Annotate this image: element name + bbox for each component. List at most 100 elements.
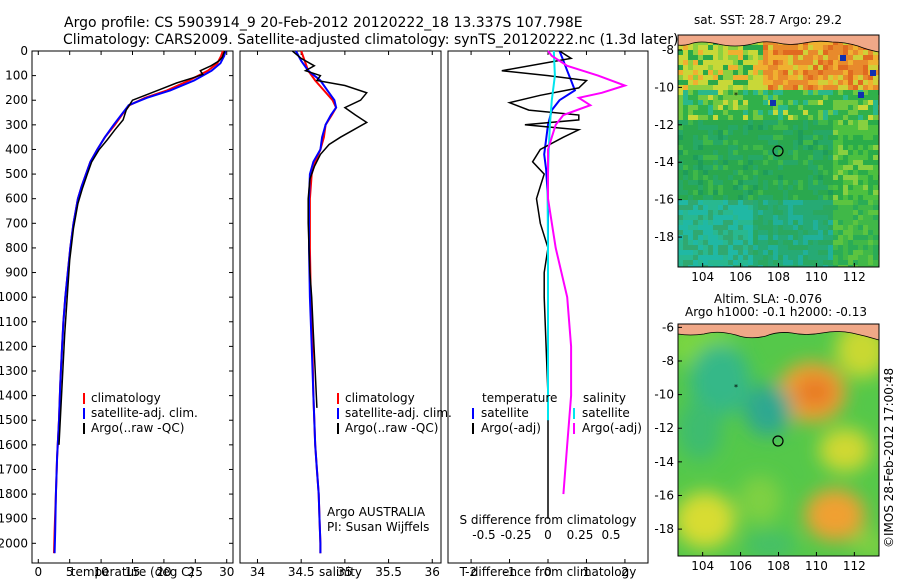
sst-pixel [703,140,708,145]
sst-pixel [758,85,763,90]
sst-pixel [683,65,688,70]
sst-pixel [828,175,833,180]
sst-pixel [848,155,853,160]
sst-pixel [698,65,703,70]
sst-pixel [813,155,818,160]
sst-pixel [843,140,848,145]
sst-pixel [748,195,753,200]
sst-pixel [770,100,776,106]
sst-pixel [768,40,773,45]
sst-pixel [698,40,703,45]
sst-pixel [678,175,683,180]
sst-pixel [733,170,738,175]
sst-pixel [698,195,703,200]
sst-pixel [798,260,803,265]
sst-pixel [768,190,773,195]
sst-pixel [773,175,778,180]
sst-pixel [743,235,748,240]
sst-pixel [693,170,698,175]
sst-pixel [693,55,698,60]
sst-pixel [873,245,878,250]
sst-pixel [718,50,723,55]
sst-pixel [683,220,688,225]
sst-pixel [688,165,693,170]
sst-pixel [853,265,858,267]
sst-pixel [788,110,793,115]
sst-pixel [863,170,868,175]
sst-pixel [828,45,833,50]
temp-x-tick-label: 25 [188,565,203,579]
sst-pixel [843,230,848,235]
sst-pixel [873,215,878,220]
sst-pixel [863,120,868,125]
sst-pixel [738,255,743,260]
sst-pixel [713,65,718,70]
sst-pixel [758,245,763,250]
sst-pixel [728,90,733,95]
sst-pixel [698,130,703,135]
sst-pixel [713,200,718,205]
sst-pixel [828,230,833,235]
sst-y-tick-label: -14 [654,155,674,169]
sst-pixel [833,250,838,255]
sst-pixel [713,140,718,145]
sst-pixel [868,185,873,190]
sst-pixel [723,60,728,65]
sst-pixel [683,170,688,175]
sal-series-argo-raw-qc [291,50,369,408]
sst-pixel [708,60,713,65]
sst-pixel [703,120,708,125]
sst-pixel [743,185,748,190]
sst-pixel [718,225,723,230]
sst-pixel [683,120,688,125]
sst-pixel [818,155,823,160]
sst-pixel [718,55,723,60]
sst-pixel [868,80,873,85]
temp-y-tick-label: 800 [5,241,28,255]
sst-pixel [708,175,713,180]
sst-pixel [858,70,863,75]
sst-pixel [788,80,793,85]
sst-pixel [813,105,818,110]
sst-pixel [683,235,688,240]
sst-pixel [698,55,703,60]
sst-pixel [808,120,813,125]
sst-pixel [863,125,868,130]
sst-pixel [723,125,728,130]
sst-pixel [793,160,798,165]
sst-pixel [743,100,748,105]
sst-pixel [733,185,738,190]
sst-pixel [748,255,753,260]
sst-pixel [743,85,748,90]
sst-pixel [863,255,868,260]
sst-y-tick-label: -10 [654,80,674,94]
sst-pixel [703,165,708,170]
sst-pixel [843,70,848,75]
sst-pixel [753,255,758,260]
sst-pixel [748,155,753,160]
sst-pixel [718,75,723,80]
sst-pixel [683,130,688,135]
sst-pixel [703,105,708,110]
sst-pixel [873,170,878,175]
sst-pixel [773,265,778,267]
sst-pixel [693,250,698,255]
sst-pixel [693,75,698,80]
sst-pixel [768,70,773,75]
sst-pixel [753,180,758,185]
sst-pixel [838,145,843,150]
temp-y-tick-label: 0 [20,44,28,58]
sst-pixel [748,205,753,210]
sst-pixel [783,190,788,195]
sst-pixel [733,165,738,170]
sst-pixel [713,265,718,267]
sst-pixel [873,210,878,215]
sst-pixel [838,90,843,95]
sst-pixel [713,205,718,210]
sst-pixel [843,165,848,170]
sst-pixel [818,215,823,220]
sal-legend-item: Argo(..raw -QC) [345,421,438,435]
sst-pixel [698,225,703,230]
sst-pixel [833,230,838,235]
